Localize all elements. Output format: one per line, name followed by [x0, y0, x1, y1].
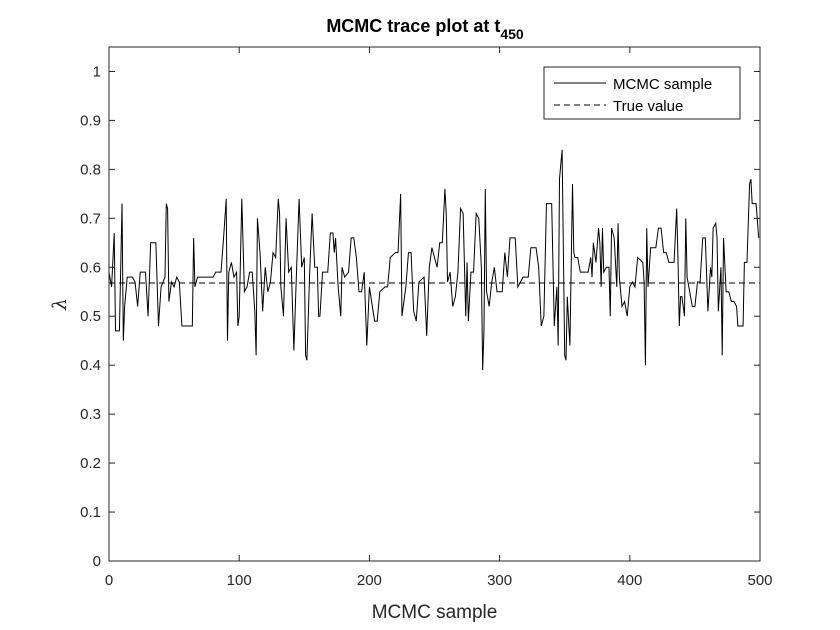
x-tick-label: 400 — [617, 572, 642, 589]
x-tick-label: 100 — [227, 572, 252, 589]
y-tick-label: 0.8 — [80, 161, 101, 178]
x-tick-label: 500 — [747, 572, 772, 589]
y-tick-label: 0.6 — [80, 259, 101, 276]
x-axis-ticks: 0 100 200 300 400 500 — [105, 47, 773, 589]
axes-box — [108, 46, 761, 562]
x-axis-label: MCMC sample — [372, 602, 498, 623]
legend: MCMC sample True value — [543, 66, 741, 120]
y-tick-label: 0.4 — [80, 357, 101, 374]
legend-box — [543, 66, 741, 120]
y-axis-label: λ — [49, 298, 71, 311]
y-tick-label: 1 — [93, 63, 101, 80]
legend-label-true-value: True value — [613, 98, 683, 115]
y-tick-label: 0.3 — [80, 406, 101, 423]
y-tick-label: 0.2 — [80, 455, 101, 472]
series-line-mcmc-sample — [108, 149, 760, 371]
x-tick-label: 200 — [357, 572, 382, 589]
y-tick-label: 0.7 — [80, 210, 101, 227]
chart-title-subscript: 450 — [500, 26, 524, 42]
chart-title: MCMC trace plot at t450 — [326, 16, 524, 42]
series-layer — [108, 149, 760, 371]
chart-title-main: MCMC trace plot at t — [326, 16, 500, 36]
y-axis-ticks: 0 0.1 0.2 0.3 0.4 0.5 0.6 0.7 0.8 0.9 1 — [80, 63, 760, 570]
y-tick-label: 0.1 — [80, 504, 101, 521]
legend-label-mcmc-sample: MCMC sample — [613, 76, 712, 93]
plot-area — [109, 47, 760, 561]
x-tick-label: 300 — [487, 572, 512, 589]
y-tick-label: 0 — [93, 553, 101, 570]
y-tick-label: 0.5 — [80, 308, 101, 325]
x-tick-label: 0 — [105, 572, 113, 589]
y-tick-label: 0.9 — [80, 112, 101, 129]
